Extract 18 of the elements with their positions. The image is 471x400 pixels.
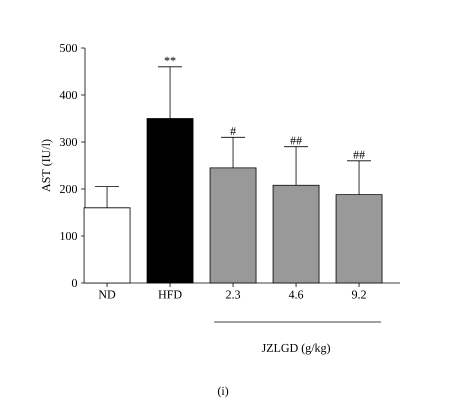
x-tick-label: 9.2 [352, 290, 366, 299]
annotation: ## [353, 150, 365, 159]
x-tick-label: 4.6 [288, 290, 304, 299]
annotation: ** [164, 56, 176, 62]
y-axis-title: AST (IU/l) [42, 140, 53, 192]
y-tick-label: 100 [60, 232, 78, 240]
y-tick-label: 300 [60, 138, 78, 146]
x-axis-title: JZLGD (g/kg) [262, 344, 330, 354]
y-tick-label: 500 [60, 44, 78, 52]
text: (i) [218, 386, 228, 398]
x-tick-label: ND [98, 290, 116, 298]
y-tick-label: 0 [72, 278, 78, 288]
y-tick-label: 200 [60, 184, 78, 194]
annotation: # [230, 127, 236, 136]
x-tick-label: 2.3 [226, 290, 240, 299]
x-tick-label: HFD [158, 290, 182, 298]
y-tick-label: 400 [60, 90, 78, 100]
annotation: ## [290, 136, 302, 145]
